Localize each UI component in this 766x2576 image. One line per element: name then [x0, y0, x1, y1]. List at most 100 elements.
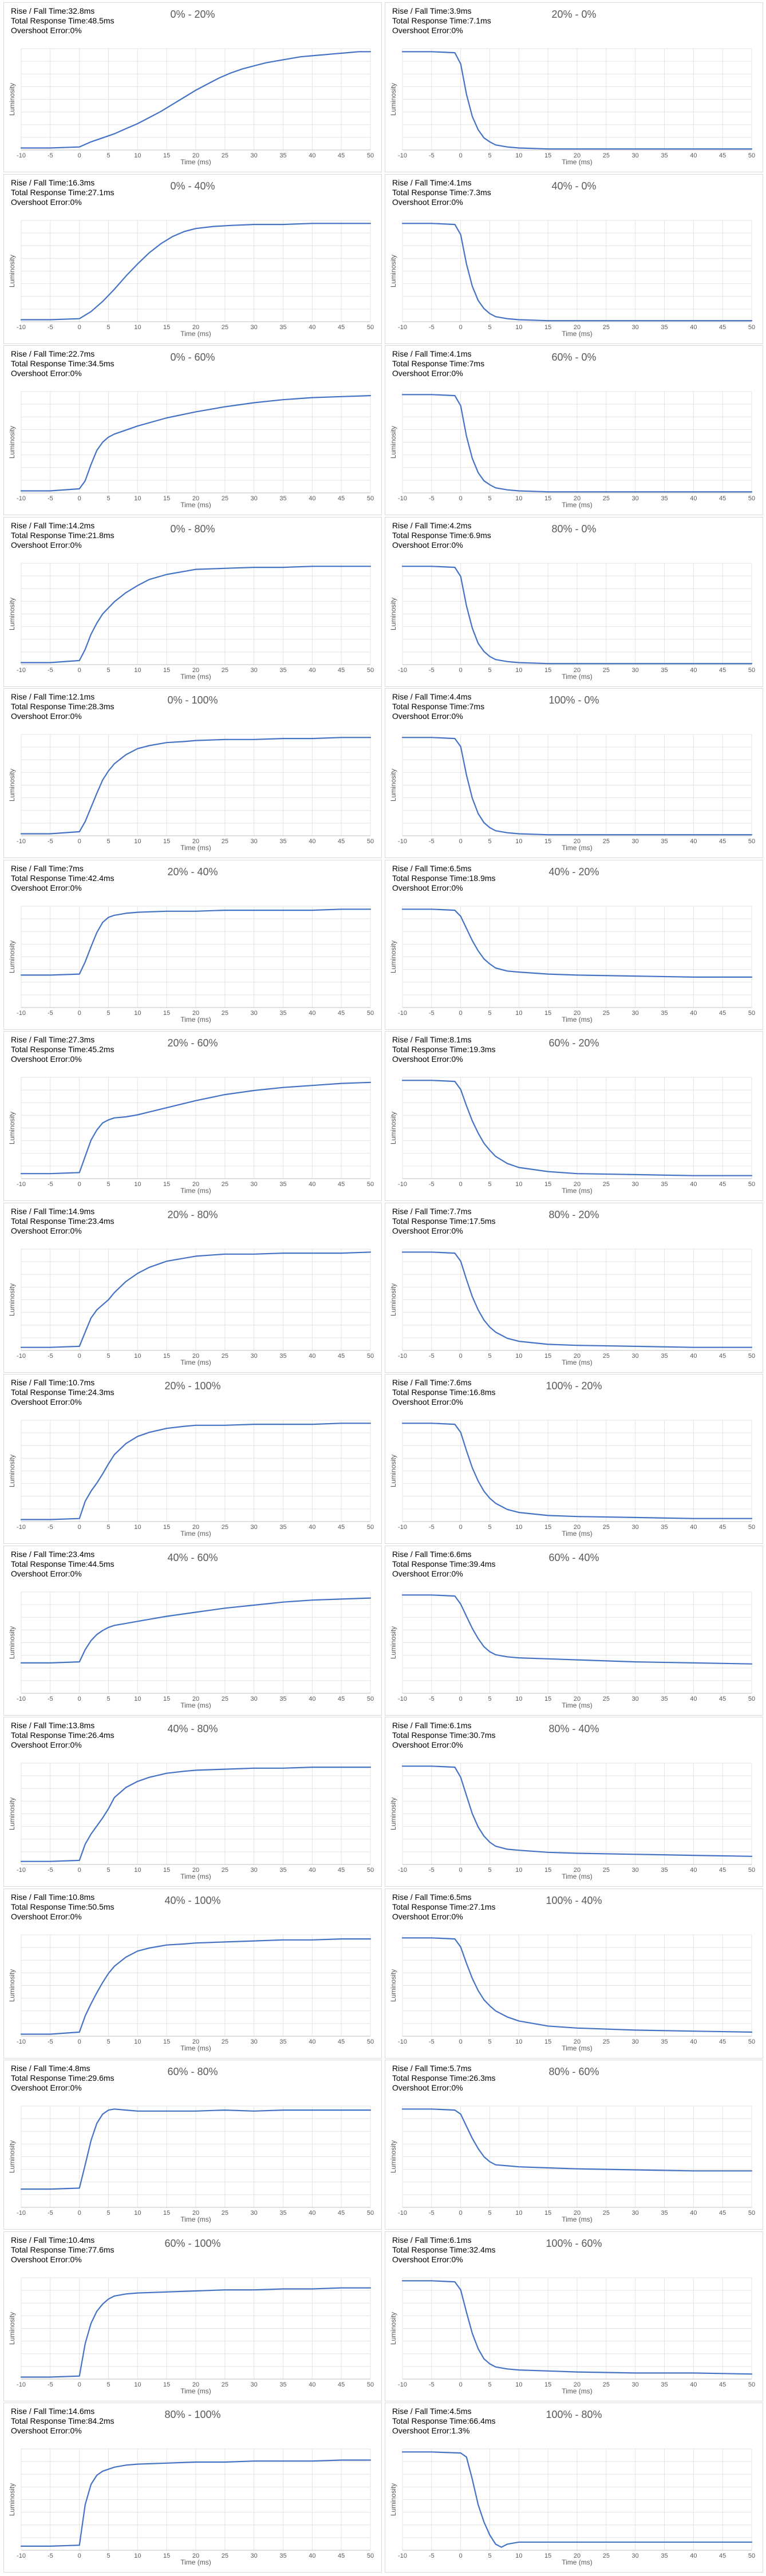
stat-total-response: Total Response Time:30.7ms [392, 1730, 496, 1740]
y-axis-label: Luminosity [8, 1455, 16, 1487]
x-tick-label: 30 [632, 1010, 639, 1017]
chart-stats: Rise / Fall Time:6.1ms Total Response Tim… [392, 2235, 496, 2265]
gridlines [402, 1249, 752, 1351]
x-tick-label: 25 [222, 1181, 228, 1188]
chart-panel: Rise / Fall Time:10.8ms Total Response Ti… [3, 1888, 382, 2059]
x-tick-label: 40 [690, 838, 697, 845]
x-tick-label: 35 [279, 152, 286, 159]
x-tick-label: 25 [603, 2210, 610, 2217]
x-tick-label: 10 [515, 667, 522, 674]
x-tick-label: 45 [338, 1524, 345, 1531]
stat-rise-fall: Rise / Fall Time:6.1ms [392, 2235, 472, 2245]
x-tick-label: 35 [661, 1524, 668, 1531]
chart-plot: -10 -5 0 5 10 15 20 25 30 35 40 45 50 Time (ms) Lumino… [8, 734, 374, 852]
stat-overshoot: Overshoot Error:0% [392, 1397, 463, 1406]
series-line [401, 223, 753, 322]
series-line [401, 2280, 753, 2375]
x-tick-label: 10 [515, 838, 522, 845]
chart-panel: Rise / Fall Time:4.5ms Total Response Tim… [385, 2403, 763, 2573]
x-tick-label: 40 [690, 667, 697, 674]
x-tick-label: -5 [429, 152, 435, 159]
x-tick-label: 20 [192, 2381, 199, 2388]
gridlines [402, 1591, 752, 1694]
x-tick-label: 15 [163, 2553, 170, 2559]
x-tick-label: 5 [488, 1524, 491, 1531]
stat-overshoot: Overshoot Error:0% [11, 2255, 82, 2264]
x-tick-label: 25 [222, 2553, 228, 2559]
stat-rise-fall: Rise / Fall Time:6.5ms [392, 864, 472, 873]
x-axis-label: Time (ms) [562, 330, 593, 338]
x-tick-label: 30 [632, 667, 639, 674]
x-tick-label: 10 [515, 495, 522, 502]
x-tick-label: 45 [719, 1181, 726, 1188]
chart-stats: Rise / Fall Time:6.5ms Total Response Tim… [392, 864, 496, 893]
x-tick-label: 50 [748, 2038, 755, 2045]
chart-title: 20% - 0% [551, 9, 597, 20]
x-tick-label: 25 [603, 1353, 610, 1360]
gridlines [21, 1934, 371, 2037]
x-axis-label: Time (ms) [562, 1872, 593, 1880]
x-tick-label: 40 [309, 1353, 315, 1360]
x-tick-label: 5 [488, 2210, 491, 2217]
x-tick-label: 5 [488, 838, 491, 845]
chart-stats: Rise / Fall Time:14.6ms Total Response Ti… [11, 2407, 114, 2436]
chart-title: 0% - 100% [167, 694, 218, 706]
chart-stats: Rise / Fall Time:4.1ms Total Response Tim… [392, 178, 491, 207]
x-tick-label: 5 [106, 324, 110, 331]
x-tick-label: 35 [279, 1181, 286, 1188]
x-tick-label: 10 [515, 324, 522, 331]
x-tick-label: 45 [338, 2553, 345, 2559]
x-tick-label: 50 [367, 152, 374, 159]
x-tick-label: 20 [574, 838, 581, 845]
x-tick-label: 0 [459, 2553, 463, 2559]
gridlines [21, 1591, 371, 1694]
stat-overshoot: Overshoot Error:0% [392, 1569, 463, 1578]
x-axis-label: Time (ms) [180, 1016, 211, 1024]
chart-panel: Rise / Fall Time:4.1ms Total Response Tim… [385, 174, 763, 344]
x-tick-label: 0 [78, 2553, 81, 2559]
y-axis-label: Luminosity [8, 2140, 16, 2173]
chart-plot: -10 -5 0 5 10 15 20 25 30 35 40 45 50 Time (ms) Lumino… [389, 734, 755, 852]
stat-overshoot: Overshoot Error:0% [11, 2083, 82, 2092]
gridlines [402, 48, 752, 151]
x-tick-label: -5 [429, 1524, 435, 1531]
chart-stats: Rise / Fall Time:12.1ms Total Response Ti… [11, 692, 114, 721]
x-tick-label: 35 [279, 667, 286, 674]
series-line [20, 394, 372, 492]
series-line [401, 2451, 753, 2548]
series-line [20, 1938, 372, 2035]
x-tick-label: 25 [603, 1181, 610, 1188]
x-tick-label: -5 [429, 2381, 435, 2388]
stat-overshoot: Overshoot Error:0% [392, 1740, 463, 1749]
x-tick-label: 45 [719, 2553, 726, 2559]
series-line [401, 1937, 753, 2033]
stat-total-response: Total Response Time:77.6ms [11, 2245, 114, 2254]
series-line [20, 51, 372, 149]
x-tick-label: 15 [544, 324, 551, 331]
x-tick-label: -5 [48, 1524, 53, 1531]
x-tick-label: -10 [17, 1867, 26, 1874]
gridlines [402, 734, 752, 836]
x-tick-label: 0 [459, 2038, 463, 2045]
x-tick-label: 20 [192, 2038, 199, 2045]
gridlines [21, 2105, 371, 2208]
chart-panel: Rise / Fall Time:10.7ms Total Response Ti… [3, 1374, 382, 1544]
x-tick-label: 40 [309, 667, 315, 674]
x-tick-label: 45 [719, 667, 726, 674]
x-tick-label: -10 [17, 2553, 26, 2559]
chart-panel: Rise / Fall Time:7.7ms Total Response Tim… [385, 1203, 763, 1373]
chart-plot: -10 -5 0 5 10 15 20 25 30 35 40 45 50 Time (ms) Lumino… [389, 391, 755, 509]
chart-panel: Rise / Fall Time:14.6ms Total Response Ti… [3, 2403, 382, 2573]
x-tick-label: 0 [78, 2210, 81, 2217]
x-tick-label: -10 [398, 667, 407, 674]
x-tick-label: 45 [719, 2381, 726, 2388]
y-axis-label: Luminosity [8, 1797, 16, 1830]
x-tick-label: 35 [279, 1696, 286, 1702]
stat-overshoot: Overshoot Error:0% [11, 712, 82, 721]
x-tick-label: 0 [459, 667, 463, 674]
stat-total-response: Total Response Time:29.6ms [11, 2073, 114, 2083]
chart-title: 60% - 100% [164, 2238, 221, 2249]
gridlines [402, 1077, 752, 1179]
chart-title: 0% - 80% [170, 523, 215, 535]
x-tick-label: 50 [367, 2381, 374, 2388]
